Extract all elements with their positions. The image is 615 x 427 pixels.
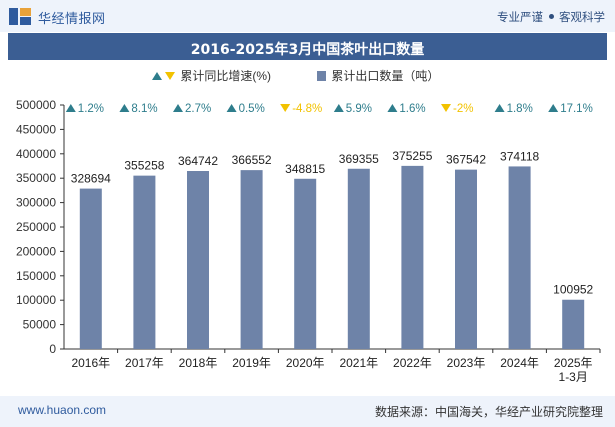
growth-up-triangle-icon [387, 104, 398, 112]
top-bar: 华经情报网 专业严谨 客观科学 [0, 0, 615, 32]
growth-label: 1.8% [507, 103, 533, 115]
bar-value-label: 348815 [285, 162, 325, 176]
y-tick-label: 300000 [16, 196, 56, 210]
bar-value-label: 100952 [553, 283, 593, 297]
x-tick-label: 2021年 [339, 356, 378, 370]
legend-volume-item: 累计出口数量（吨） [316, 67, 439, 84]
bar-value-label: 374118 [500, 149, 539, 163]
y-tick-label: 500000 [16, 98, 56, 112]
growth-label: 1.2% [78, 103, 104, 115]
growth-label: 5.9% [346, 103, 372, 115]
y-tick-label: 400000 [16, 147, 56, 161]
bar-value-label: 369355 [339, 152, 379, 166]
footer-source: 数据来源：中国海关，华经产业研究院整理 [374, 405, 603, 419]
growth-up-triangle-icon [119, 104, 130, 112]
x-tick-label: 2020年 [286, 356, 325, 370]
growth-label: 2.7% [185, 103, 211, 115]
x-tick-label: 2019年 [232, 356, 271, 370]
growth-label: 1.6% [399, 103, 425, 115]
tagline-item-professional: 专业严谨 [497, 12, 543, 24]
up-down-triangle-icon [152, 72, 175, 80]
y-tick-label: 250000 [16, 220, 56, 234]
bar-value-label: 364742 [178, 154, 218, 168]
bar [187, 171, 209, 349]
legend-growth-item: 累计同比增速(%) [151, 67, 271, 84]
bar-value-label: 375255 [392, 149, 432, 163]
tagline: 专业严谨 客观科学 [497, 9, 605, 25]
x-tick-label: 2017年 [125, 356, 164, 370]
tagline-item-objective: 客观科学 [559, 12, 605, 24]
bar [401, 165, 424, 349]
growth-up-triangle-icon [173, 104, 183, 112]
growth-label: 8.1% [131, 103, 157, 115]
dot-separator-icon [549, 14, 554, 20]
growth-label: 17.1% [560, 103, 593, 115]
y-tick-label: 50000 [23, 318, 57, 332]
bar-value-label: 366552 [232, 153, 272, 167]
bar [562, 299, 585, 349]
bar-swatch-icon [317, 71, 326, 81]
chart-title: 2016-2025年3月中国茶叶出口数量 [190, 42, 425, 58]
bar-value-label: 328694 [71, 172, 111, 186]
bar [455, 169, 477, 349]
footer-bar: www.huaon.com 数据来源：中国海关，华经产业研究院整理 [0, 396, 615, 427]
x-tick-label: 2022年 [393, 356, 432, 370]
bar-chart: 0 50000 100000 150000 200000 250000 300000 3500… [16, 98, 601, 384]
legend-volume-label: 累计出口数量（吨） [331, 69, 440, 83]
growth-label: -4.8% [292, 103, 322, 115]
growth-up-triangle-icon [333, 104, 344, 112]
y-tick-label: 450000 [16, 122, 56, 136]
x-tick-label: 2025年 [554, 356, 593, 370]
y-tick-label: 350000 [16, 171, 56, 185]
bar [294, 178, 317, 349]
bar [508, 166, 531, 349]
x-tick-label: 1-3月 [559, 370, 588, 384]
bar [133, 175, 156, 349]
x-tick-label: 2018年 [179, 356, 218, 370]
bar [240, 170, 263, 349]
x-tick-label: 2024年 [500, 356, 539, 370]
x-tick-label: 2016年 [71, 356, 110, 370]
y-tick-label: 200000 [16, 244, 56, 258]
title-bar: 2016-2025年3月中国茶叶出口数量 [8, 33, 607, 60]
growth-down-triangle-icon [441, 104, 451, 112]
brand-name: 华经情报网 [38, 11, 106, 26]
growth-up-triangle-icon [65, 104, 76, 112]
growth-label: -2% [453, 103, 473, 115]
legend-growth-label: 累计同比增速(%) [180, 69, 272, 83]
x-tick-label: 2023年 [447, 356, 486, 370]
bar-value-label: 367542 [446, 153, 486, 167]
huajing-logo-icon [9, 8, 31, 25]
footer-url[interactable]: www.huaon.com [18, 403, 107, 417]
y-tick-label: 150000 [16, 269, 56, 283]
growth-up-triangle-icon [548, 104, 559, 112]
bar [79, 188, 102, 349]
bar [347, 168, 370, 349]
growth-label: 0.5% [239, 103, 265, 115]
growth-down-triangle-icon [280, 104, 291, 112]
growth-up-triangle-icon [494, 104, 505, 112]
chart-legend: 累计同比增速(%) 累计出口数量（吨） [0, 67, 615, 85]
growth-up-triangle-icon [226, 104, 237, 112]
y-tick-label: 100000 [16, 293, 56, 307]
bar-value-label: 355258 [124, 159, 164, 173]
y-tick-label: 0 [49, 342, 56, 356]
